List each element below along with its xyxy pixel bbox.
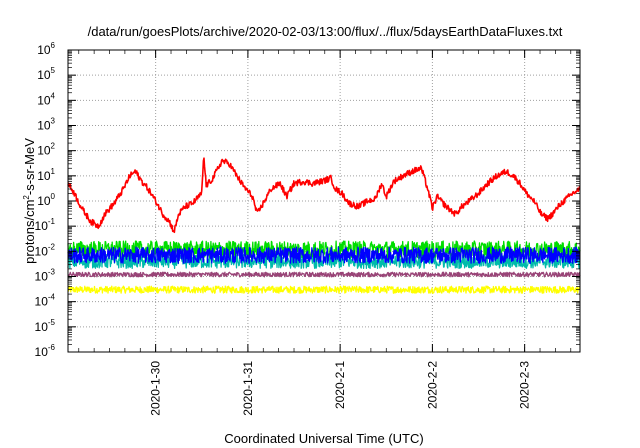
y-tick-label-exponent: 5 xyxy=(51,66,56,75)
x-axis-title: Coordinated Universal Time (UTC) xyxy=(224,431,423,446)
y-tick-label-exponent: -4 xyxy=(48,293,56,302)
y-tick-label: 10-4 xyxy=(35,293,56,309)
y-tick-label-base: 10 xyxy=(35,219,49,233)
y-tick-label-exponent: 0 xyxy=(51,192,56,201)
series-line-5 xyxy=(67,285,581,294)
series-line-4 xyxy=(67,271,581,278)
y-tick-label: 10-3 xyxy=(35,268,56,284)
y-tick-label-exponent: 6 xyxy=(51,41,56,50)
y-tick-label: 10-1 xyxy=(35,217,56,233)
x-tick-label: 2020-1-30 xyxy=(149,361,163,416)
y-tick-label-base: 10 xyxy=(37,68,51,82)
y-tick-label-base: 10 xyxy=(37,43,51,57)
y-axis-title-text: protons/cm xyxy=(22,200,37,264)
x-tick-label: 2020-2-2 xyxy=(425,361,439,409)
series-line-3 xyxy=(67,246,581,264)
y-tick-label-base: 10 xyxy=(37,194,51,208)
y-tick-label-base: 10 xyxy=(35,345,49,359)
y-tick-label: 10-6 xyxy=(35,343,56,359)
y-tick-label-base: 10 xyxy=(35,320,49,334)
x-tick-label: 2020-1-31 xyxy=(241,361,255,416)
y-tick-label: 105 xyxy=(37,66,55,82)
y-tick-label-base: 10 xyxy=(35,295,49,309)
y-tick-label-exponent: -1 xyxy=(48,217,56,226)
y-tick-label-exponent: -5 xyxy=(48,318,56,327)
y-tick-label-exponent: -3 xyxy=(48,268,56,277)
y-tick-label: 102 xyxy=(37,142,55,158)
y-tick-label-exponent: 2 xyxy=(51,142,56,151)
y-tick-labels: 10-610-510-410-310-210-11001011021031041… xyxy=(35,41,56,359)
y-tick-label-exponent: -2 xyxy=(48,242,56,251)
series-line-0 xyxy=(67,157,581,234)
x-tick-label: 2020-2-1 xyxy=(333,361,347,409)
y-tick-label: 10-2 xyxy=(35,242,56,258)
y-tick-label-exponent: 4 xyxy=(51,91,56,100)
y-axis-title-superscript: 2 xyxy=(22,195,31,200)
x-tick-labels: 2020-1-30 2020-1-31 2020-2-1 2020-2-2 2020-2… xyxy=(149,361,532,416)
y-tick-label: 104 xyxy=(37,91,55,107)
y-tick-label: 101 xyxy=(37,167,55,183)
y-axis-title: protons/cm2-s-sr-MeV xyxy=(22,138,37,264)
y-tick-label-base: 10 xyxy=(37,119,51,133)
y-tick-label-base: 10 xyxy=(37,169,51,183)
y-tick-label-exponent: 1 xyxy=(51,167,56,176)
y-tick-label-base: 10 xyxy=(37,93,51,107)
series-group xyxy=(67,157,581,294)
y-tick-label-exponent: -6 xyxy=(48,343,56,352)
y-tick-label-base: 10 xyxy=(35,270,49,284)
y-tick-label-base: 10 xyxy=(37,144,51,158)
y-tick-label: 10-5 xyxy=(35,318,56,334)
grid-lines xyxy=(68,50,580,352)
y-tick-label: 100 xyxy=(37,192,55,208)
axis-ticks xyxy=(68,49,580,353)
y-axis-title-unit: -s-sr-MeV xyxy=(22,138,37,195)
y-tick-label-exponent: 3 xyxy=(51,117,56,126)
x-tick-label: 2020-2-3 xyxy=(518,361,532,409)
y-tick-label: 103 xyxy=(37,117,55,133)
chart-title: /data/run/goesPlots/archive/2020-02-03/1… xyxy=(88,24,563,39)
y-tick-label: 106 xyxy=(37,41,55,57)
y-tick-label-base: 10 xyxy=(35,244,49,258)
